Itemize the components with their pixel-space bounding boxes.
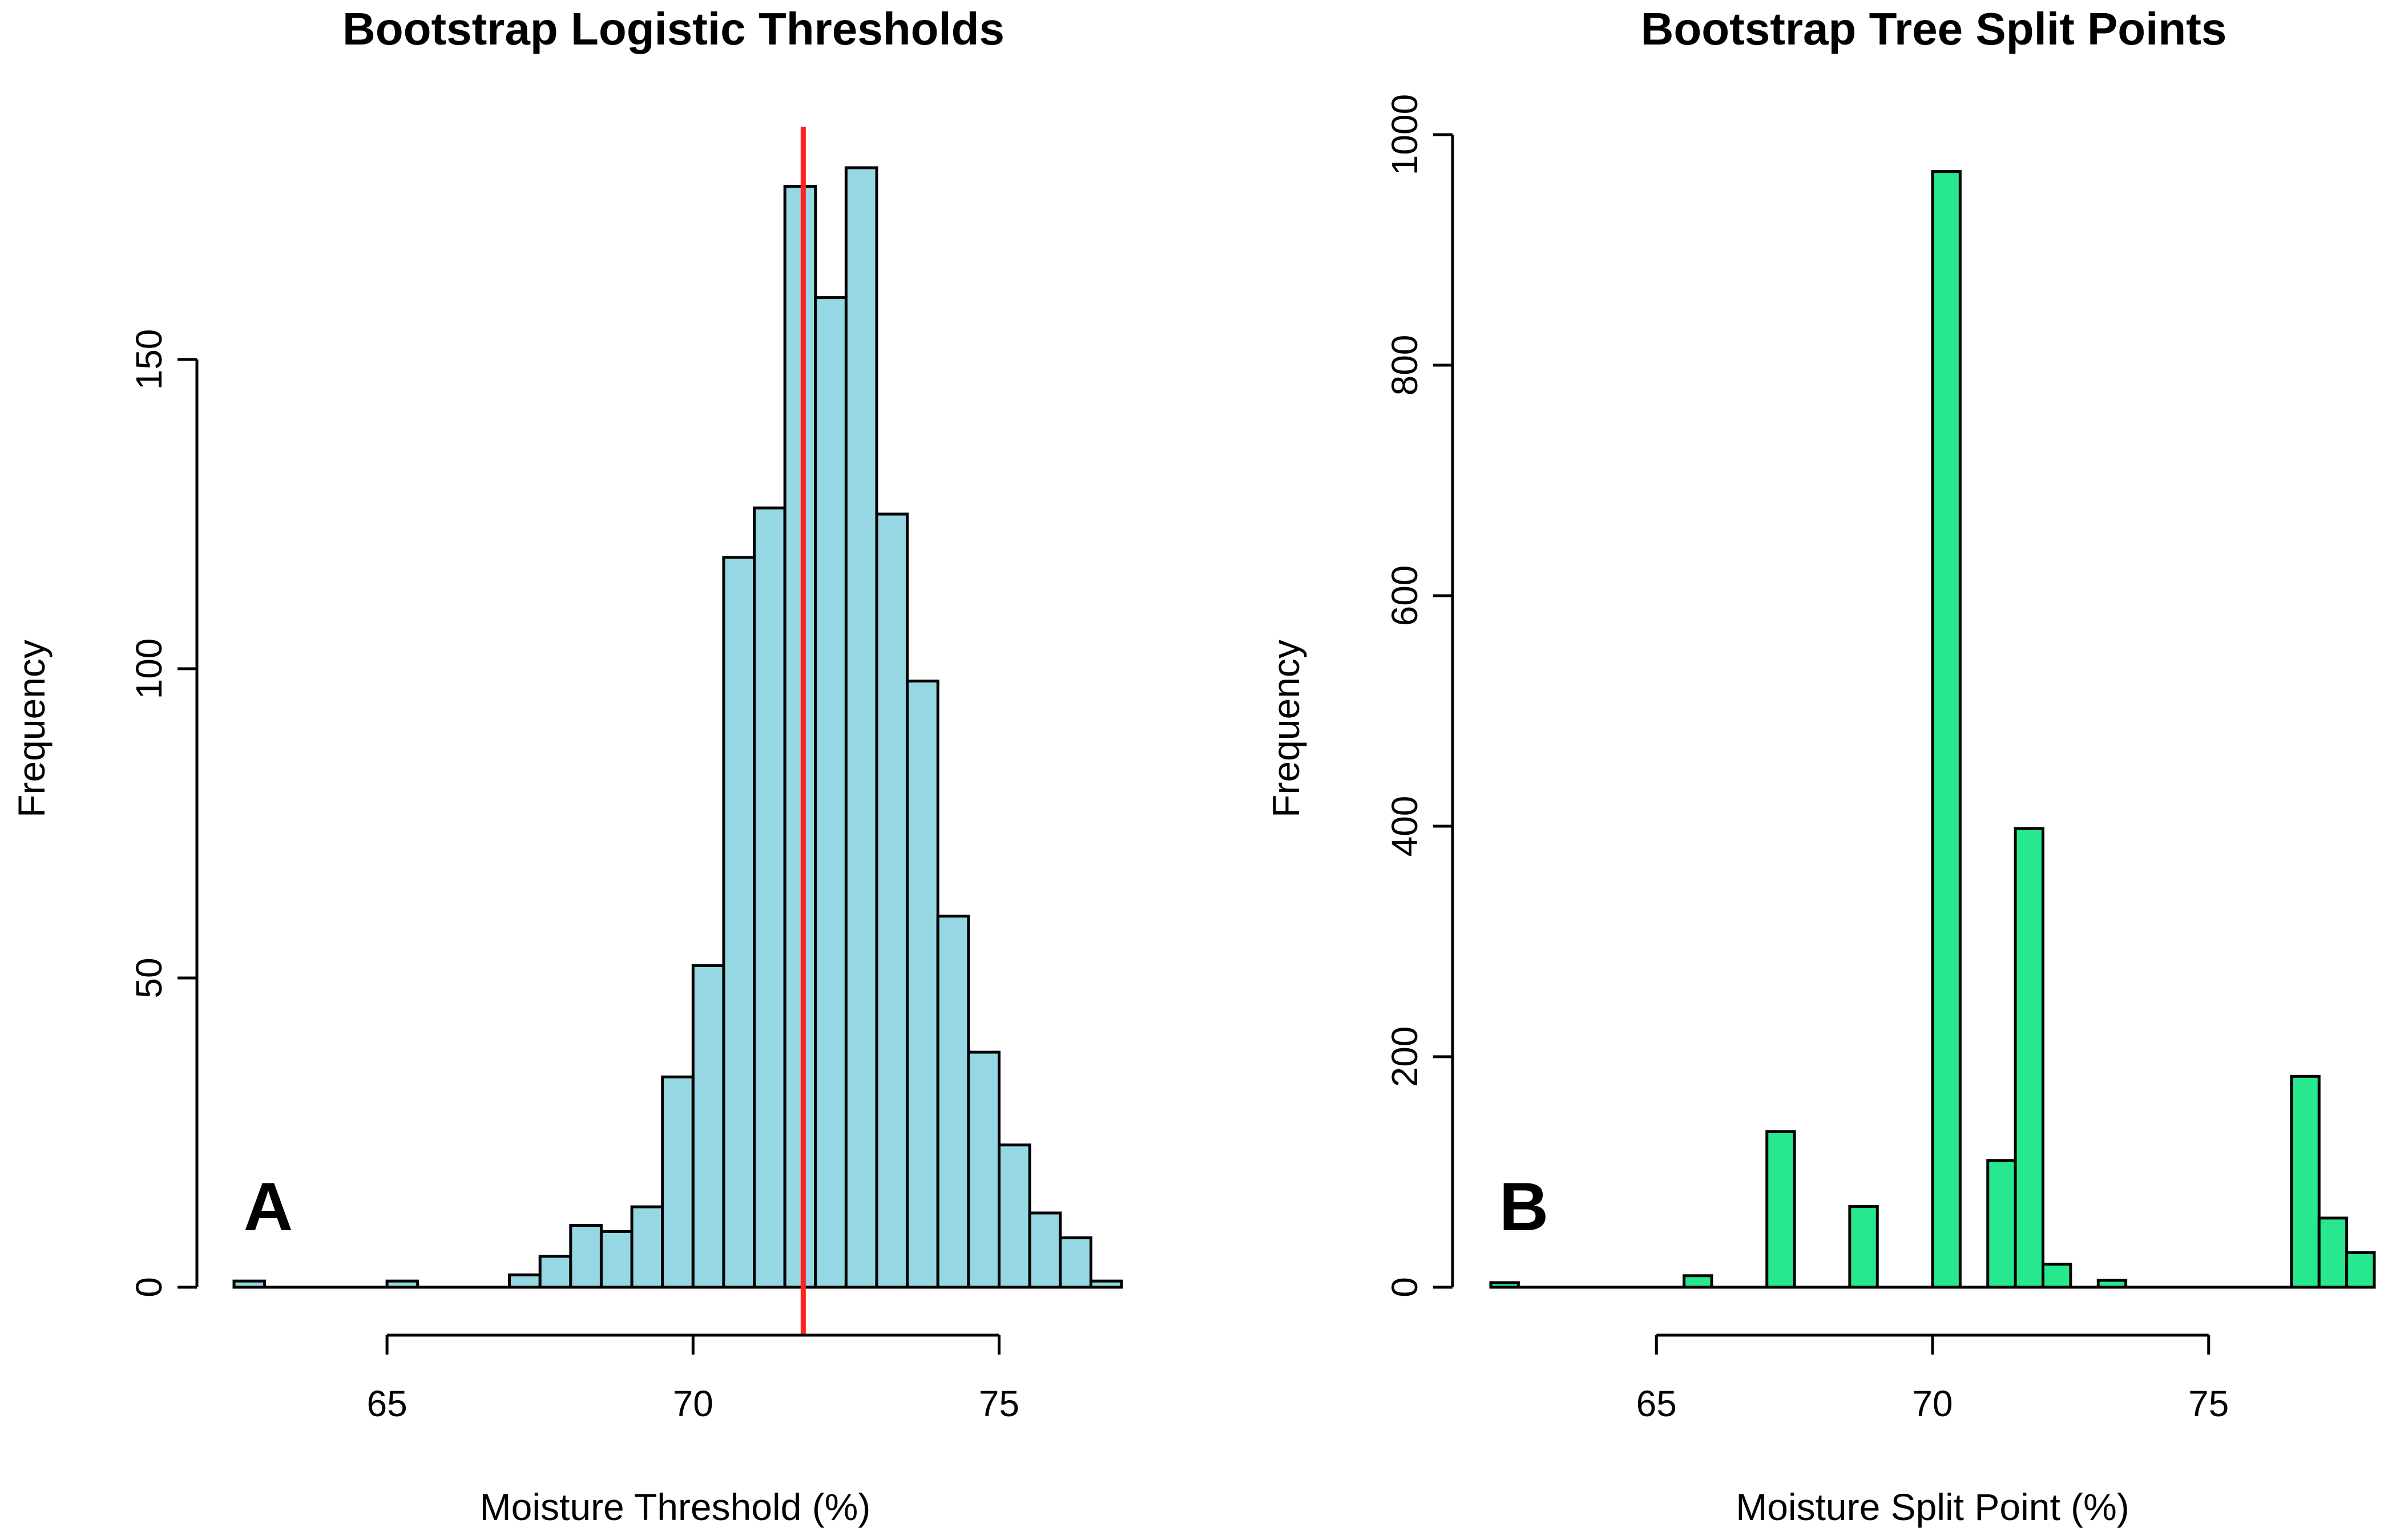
panel-a-y-tick-label-2: 100 — [128, 638, 170, 700]
panel-b-bar-7 — [2042, 1263, 2072, 1289]
panel-a-bar-4 — [569, 1224, 603, 1289]
panel-a-bar-17 — [967, 1050, 1001, 1289]
panel-b-y-tick-label-1: 200 — [1384, 1026, 1425, 1088]
panel-a-x-axis: 65 70 75 — [367, 1333, 1019, 1424]
panel-b-y-tick-label-4: 800 — [1384, 335, 1425, 396]
panel-b-y-tick-label-2: 400 — [1384, 796, 1425, 857]
panel-b-bar-1 — [1683, 1274, 1713, 1289]
panel-a-bar-12 — [814, 296, 848, 1289]
panel-a-bar-3 — [538, 1255, 572, 1289]
panel-b-x-tick-label-0: 65 — [1636, 1383, 1677, 1424]
panel-a-bar-18 — [998, 1143, 1031, 1289]
panel-a-bar-8 — [691, 964, 725, 1289]
panel-a-bar-13 — [844, 166, 878, 1289]
panel-b-tree-split-points: Bootstrap Tree Split Points Frequency Mo… — [1265, 3, 2376, 1528]
panel-a-title: Bootstrap Logistic Thresholds — [342, 3, 1005, 54]
panel-b-y-tick-label-0: 0 — [1384, 1277, 1425, 1298]
panel-a-y-tick-label-0: 0 — [128, 1277, 170, 1298]
panel-a-bar-11 — [783, 184, 817, 1289]
panel-b-letter: B — [1499, 1169, 1549, 1245]
panel-b-bar-10 — [2317, 1216, 2349, 1289]
panel-b-bar-11 — [2345, 1251, 2376, 1289]
panel-a-bar-19 — [1028, 1211, 1062, 1289]
panel-b-bar-4 — [1931, 170, 1962, 1289]
panel-b-y-axis: 0 200 400 600 800 1000 — [1384, 94, 1454, 1298]
panel-b-bar-9 — [2290, 1074, 2321, 1289]
panel-a-bar-2 — [508, 1273, 542, 1289]
panel-a-x-tick-label-1: 70 — [673, 1383, 713, 1424]
panel-a-y-tick-label-1: 50 — [128, 957, 170, 998]
panel-b-bar-3 — [1848, 1205, 1879, 1289]
panel-a-y-tick-label-3: 150 — [128, 329, 170, 390]
panel-b-x-axis: 65 70 75 — [1636, 1333, 2229, 1424]
panel-b-title: Bootstrap Tree Split Points — [1641, 3, 2227, 54]
panel-a-bars — [232, 166, 1123, 1289]
panel-a-letter: A — [244, 1169, 293, 1245]
panel-a-x-tick-label-0: 65 — [367, 1383, 408, 1424]
panel-a-bar-20 — [1059, 1236, 1092, 1289]
panel-a-bar-16 — [936, 915, 970, 1289]
panel-b-x-tick-label-1: 70 — [1912, 1383, 1953, 1424]
panel-b-bar-2 — [1765, 1130, 1796, 1289]
panel-b-bars — [1489, 170, 2376, 1289]
panel-a-bar-5 — [599, 1230, 634, 1289]
panel-a-bar-6 — [630, 1205, 664, 1289]
panel-a-y-axis-label: Frequency — [10, 640, 53, 818]
panel-a-bar-15 — [906, 680, 939, 1289]
panel-a-bar-7 — [661, 1075, 695, 1289]
panel-b-y-tick-label-3: 600 — [1384, 565, 1425, 626]
panel-b-bar-6 — [2014, 827, 2044, 1289]
panel-a-bar-14 — [875, 512, 909, 1289]
panel-b-x-axis-label: Moisture Split Point (%) — [1736, 1486, 2129, 1528]
panel-b-y-axis-label: Frequency — [1265, 640, 1307, 818]
panel-a-bar-9 — [722, 556, 756, 1289]
panel-a-logistic-thresholds: Bootstrap Logistic Thresholds Frequency … — [10, 3, 1123, 1528]
panel-b-x-tick-label-2: 75 — [2188, 1383, 2229, 1424]
panel-a-x-tick-label-2: 75 — [979, 1383, 1019, 1424]
panel-b-bar-5 — [1986, 1159, 2017, 1289]
panel-b-y-tick-label-5: 1000 — [1384, 94, 1425, 175]
panel-a-y-axis: 0 50 100 150 — [128, 329, 199, 1298]
panel-a-bar-10 — [753, 506, 786, 1289]
panel-a-x-axis-label: Moisture Threshold (%) — [480, 1486, 871, 1528]
